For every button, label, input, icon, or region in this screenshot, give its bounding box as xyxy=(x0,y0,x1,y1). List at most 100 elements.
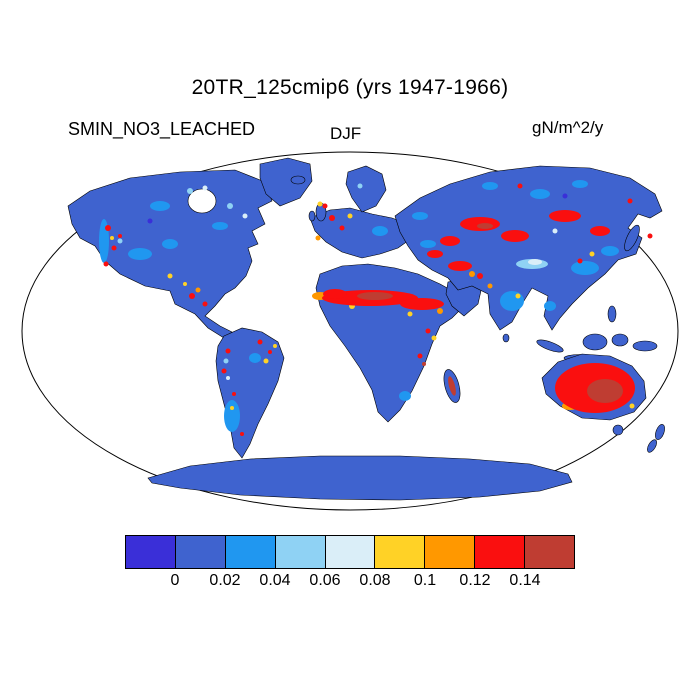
speck xyxy=(544,301,556,311)
speck xyxy=(162,239,178,249)
hudson-bay xyxy=(187,188,217,214)
speck xyxy=(425,328,431,334)
australia-core xyxy=(587,379,623,403)
new-guinea xyxy=(632,340,658,352)
new-zealand-south xyxy=(647,439,657,453)
speck xyxy=(601,246,619,256)
speck xyxy=(407,311,413,317)
speck xyxy=(422,362,426,366)
speck xyxy=(167,273,173,279)
speck xyxy=(431,335,437,341)
patches-violet-blue xyxy=(147,193,568,224)
speck xyxy=(647,233,653,239)
speck xyxy=(103,261,109,267)
ireland xyxy=(308,210,316,222)
speck xyxy=(571,261,599,275)
colorbar-tick-label: 0.14 xyxy=(509,572,541,589)
colorbar-segment xyxy=(425,536,476,568)
speck xyxy=(117,238,123,244)
speck xyxy=(420,240,436,248)
speck xyxy=(187,188,193,194)
madagascar-stripe xyxy=(448,376,456,396)
speck xyxy=(482,182,498,190)
speck xyxy=(577,258,583,264)
speck xyxy=(111,245,117,251)
speck xyxy=(240,432,244,436)
speck xyxy=(517,183,523,189)
colorbar-tick-label: 0 xyxy=(170,572,180,589)
colorbar-segment xyxy=(126,536,176,568)
japan xyxy=(624,224,640,252)
speck xyxy=(223,358,229,364)
speck xyxy=(589,251,595,257)
speck xyxy=(224,400,240,432)
speck xyxy=(487,283,493,289)
speck xyxy=(232,392,236,396)
speck xyxy=(417,353,423,359)
speck xyxy=(552,228,558,234)
speck xyxy=(412,212,428,220)
speck xyxy=(347,213,353,219)
scandinavia xyxy=(345,165,387,213)
speck xyxy=(147,218,153,224)
colorbar-tick-label: 0.12 xyxy=(459,572,491,589)
patches-pale-blue xyxy=(202,185,558,380)
speck xyxy=(530,189,550,199)
speck xyxy=(315,235,321,241)
sri-lanka xyxy=(502,333,510,343)
colorbar-segment xyxy=(225,536,276,568)
speck xyxy=(242,213,248,219)
tasmania xyxy=(612,424,624,436)
speck xyxy=(257,339,263,345)
patches-dark-red xyxy=(357,223,623,403)
speck xyxy=(477,223,493,229)
speck xyxy=(118,234,122,238)
philippines xyxy=(607,305,617,323)
speck xyxy=(339,225,345,231)
colorbar-segment xyxy=(325,536,376,568)
colorbar-tick-label: 0.02 xyxy=(209,572,241,589)
variable-label: SMIN_NO3_LEACHED xyxy=(68,119,256,139)
speck xyxy=(221,368,227,374)
land-masses xyxy=(67,157,665,501)
speck xyxy=(427,250,443,258)
speck xyxy=(110,236,114,240)
colorbar-segment xyxy=(475,536,526,568)
greenland xyxy=(259,157,313,207)
season-label: DJF xyxy=(330,124,362,143)
colorbar-tick-label: 0.04 xyxy=(259,572,291,589)
speck xyxy=(477,273,483,279)
speck xyxy=(227,203,233,209)
world-map xyxy=(21,151,679,511)
speck xyxy=(226,376,230,380)
sulawesi xyxy=(611,333,629,347)
sahel-core xyxy=(357,292,393,300)
speck xyxy=(629,403,635,409)
speck xyxy=(150,201,170,211)
speck xyxy=(440,236,460,246)
speck xyxy=(323,289,347,299)
speck xyxy=(263,358,269,364)
middle-east-patch xyxy=(448,261,472,271)
speck xyxy=(268,350,272,354)
colorbar-tick-label: 0.08 xyxy=(359,572,391,589)
speck xyxy=(357,183,363,189)
speck xyxy=(528,259,542,265)
speck xyxy=(317,201,323,207)
speck xyxy=(590,226,610,236)
speck xyxy=(322,203,328,209)
antarctica xyxy=(147,455,573,501)
speck xyxy=(399,391,411,401)
iceland xyxy=(290,175,306,185)
speck xyxy=(230,406,234,410)
speck xyxy=(372,226,388,236)
speck xyxy=(501,230,529,242)
speck xyxy=(202,185,208,191)
colorbar-tick-label: 0.06 xyxy=(309,572,341,589)
speck xyxy=(183,282,187,286)
speck xyxy=(195,287,201,293)
colorbar-tick-label: 0.1 xyxy=(413,572,437,589)
speck xyxy=(627,198,633,204)
colorbar-segment xyxy=(375,536,426,568)
sahel-band-east xyxy=(400,298,444,310)
